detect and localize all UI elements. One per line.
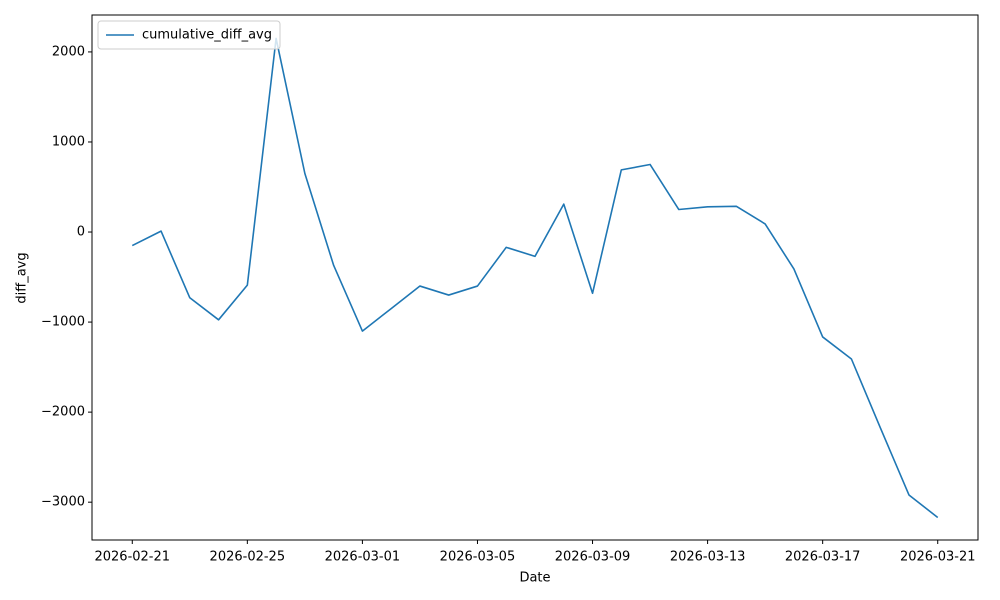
y-tick-label: 0 bbox=[77, 225, 85, 240]
y-tick-label: −3000 bbox=[41, 495, 85, 510]
data-line bbox=[131, 37, 939, 519]
y-tick-label: −1000 bbox=[41, 315, 85, 330]
legend-box bbox=[97, 20, 281, 50]
x-tick-label: 2026-03-13 bbox=[670, 550, 746, 565]
x-tick-label: 2026-02-25 bbox=[210, 550, 286, 565]
y-tick-label: 2000 bbox=[52, 44, 85, 59]
x-tick-label: 2026-02-21 bbox=[94, 550, 170, 565]
legend-label: cumulative_diff_avg bbox=[142, 28, 272, 43]
x-tick-label: 2026-03-17 bbox=[785, 550, 861, 565]
y-axis-label: diff_avg bbox=[15, 252, 30, 303]
x-tick-label: 2026-03-09 bbox=[555, 550, 631, 565]
x-tick-label: 2026-03-01 bbox=[325, 550, 401, 565]
x-axis-label: Date bbox=[519, 571, 550, 586]
x-tick-label: 2026-03-21 bbox=[900, 550, 976, 565]
plot-frame bbox=[91, 14, 979, 541]
x-tick-label: 2026-03-05 bbox=[440, 550, 516, 565]
y-tick-label: −2000 bbox=[41, 405, 85, 420]
y-tick-label: 1000 bbox=[52, 134, 85, 149]
